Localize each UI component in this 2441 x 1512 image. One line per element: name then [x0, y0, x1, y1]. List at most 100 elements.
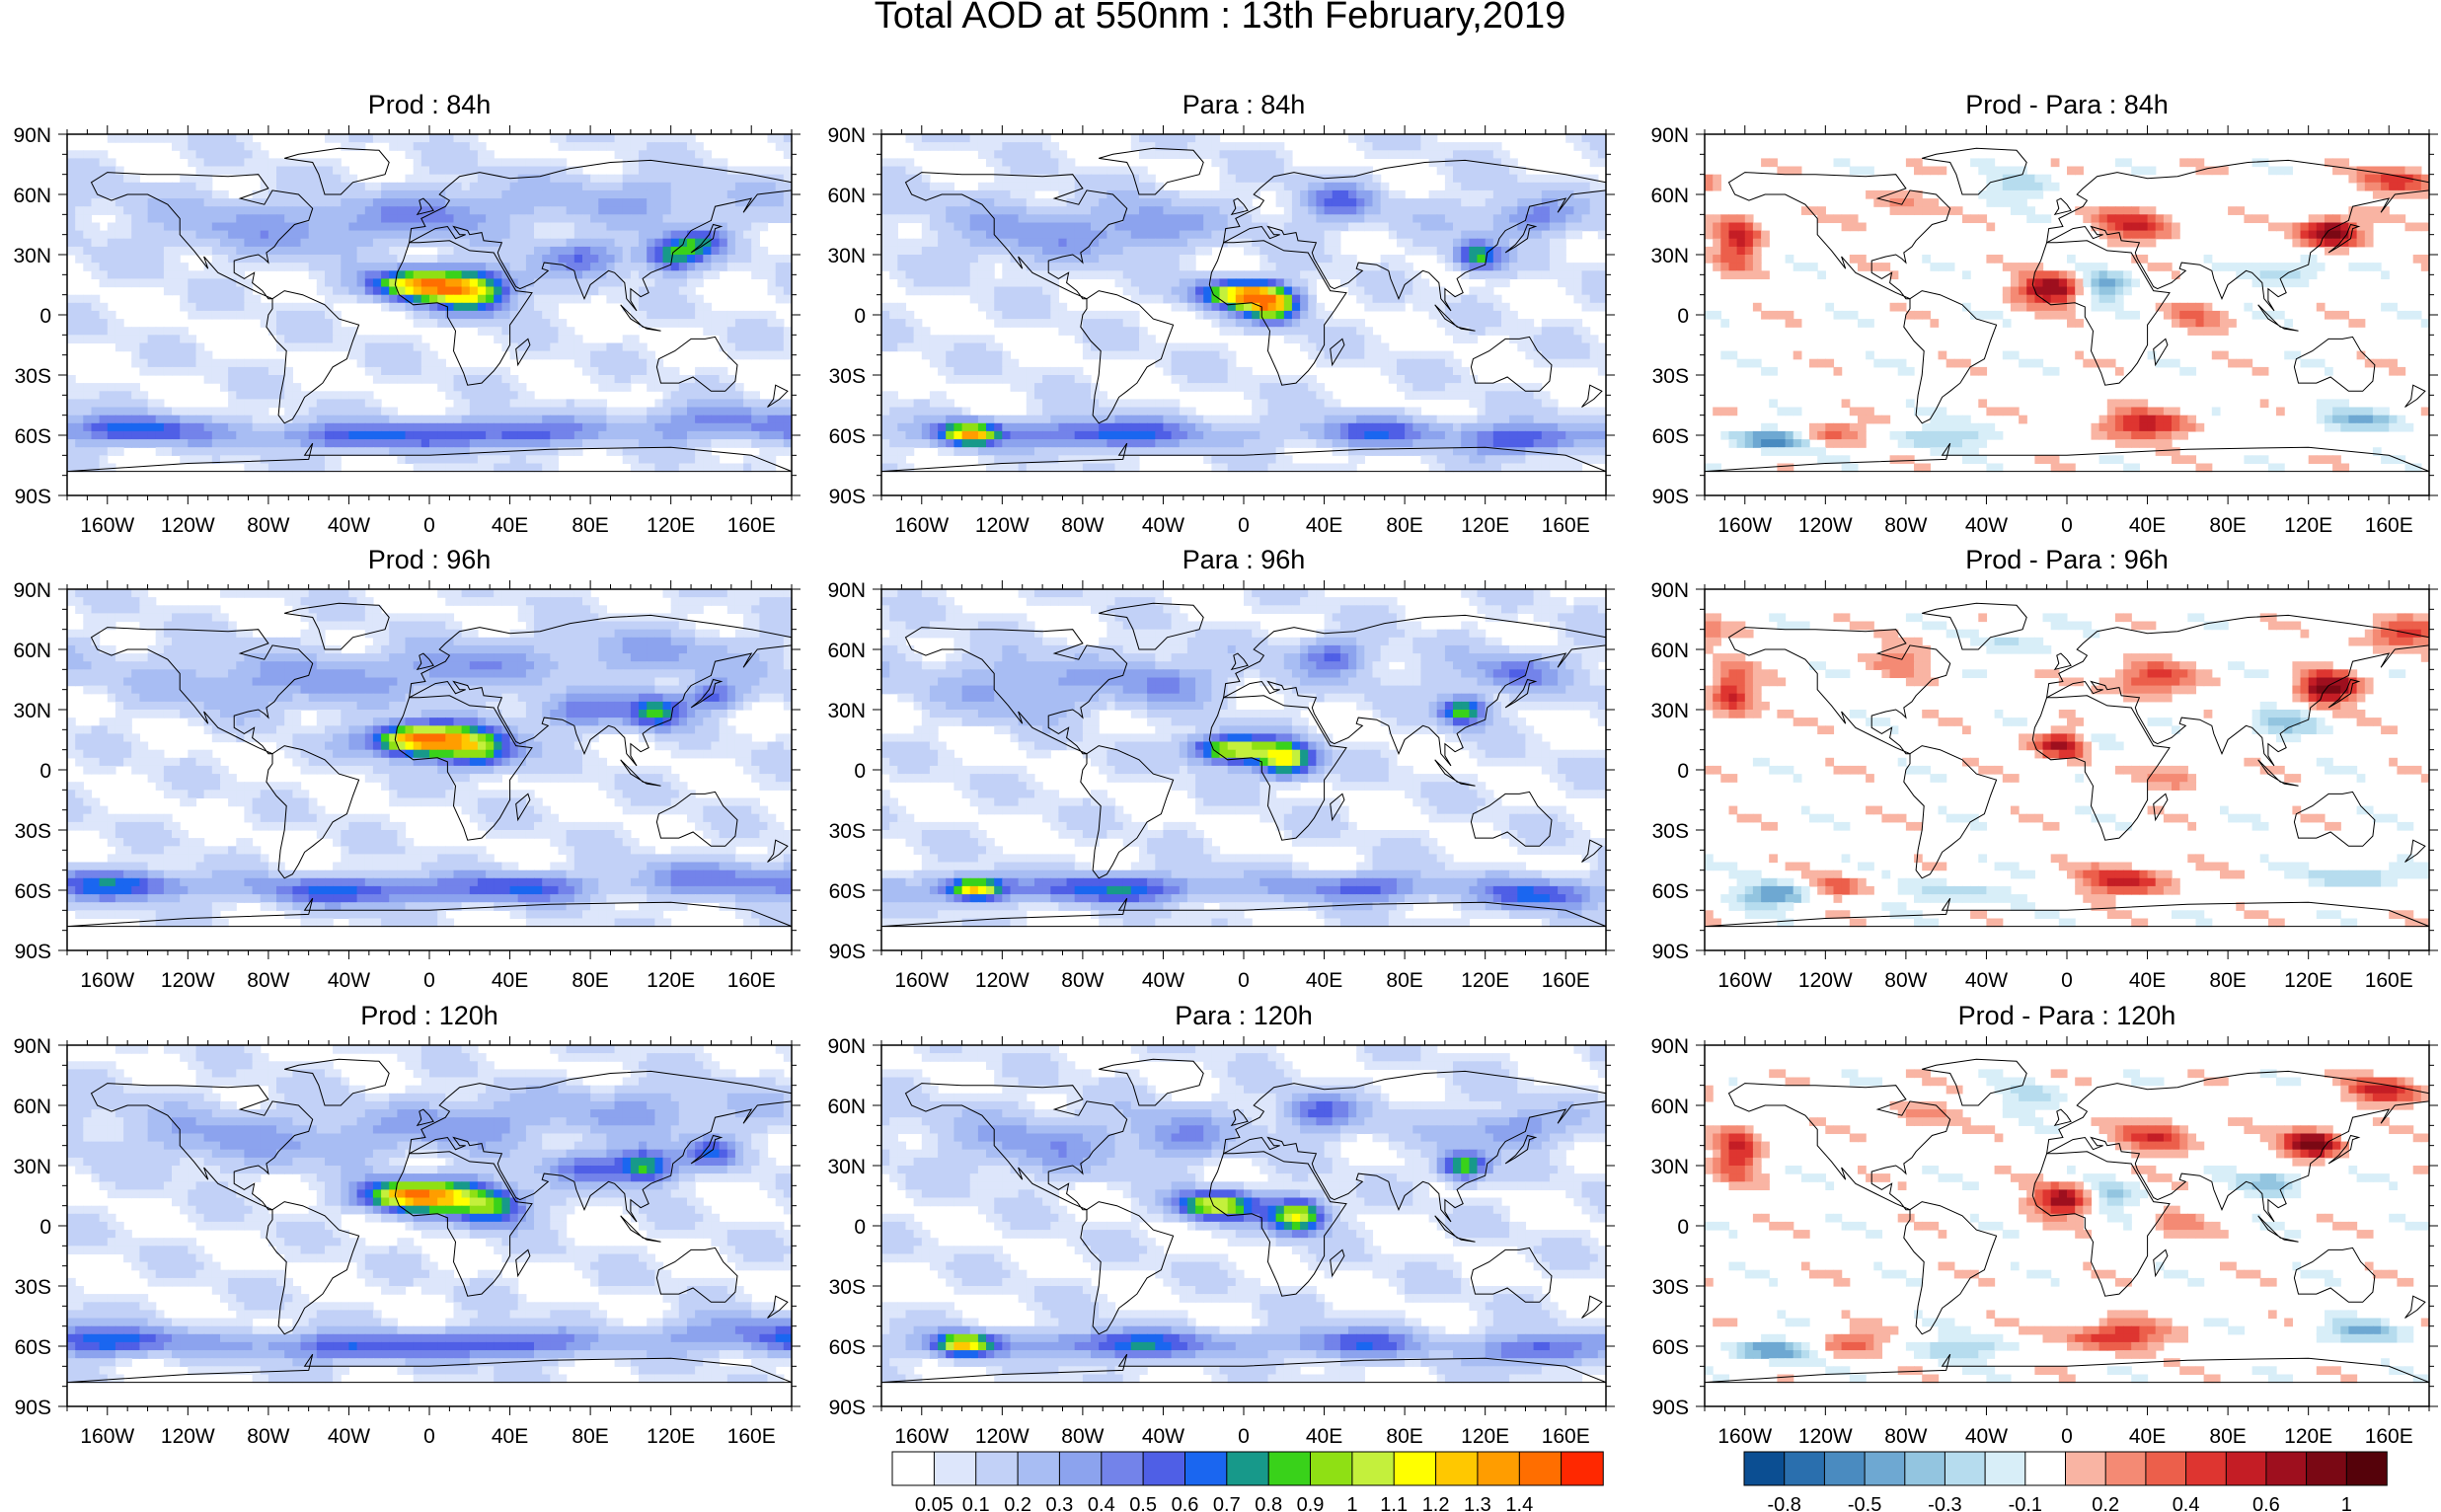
field-cell — [381, 263, 390, 271]
field-cell — [1018, 189, 1028, 199]
field-cell — [1163, 150, 1173, 160]
field-cell — [678, 319, 688, 328]
field-cell — [1420, 238, 1430, 248]
field-cell — [630, 310, 640, 320]
field-cell — [461, 399, 471, 409]
field-cell — [260, 375, 269, 384]
field-cell — [429, 134, 438, 143]
field-cell — [913, 319, 923, 328]
field-cell — [356, 189, 366, 199]
field-cell — [203, 134, 213, 143]
field-cell — [1436, 222, 1446, 232]
field-cell — [486, 166, 495, 176]
field-cell — [726, 422, 736, 432]
field-cell — [687, 150, 696, 160]
field-cell — [630, 255, 640, 264]
field-cell — [517, 263, 527, 271]
field-cell — [630, 286, 640, 296]
field-cell — [413, 198, 422, 207]
field-cell — [405, 230, 415, 240]
field-cell — [961, 238, 971, 248]
field-cell — [486, 327, 495, 336]
field-cell — [1122, 238, 1132, 248]
field-cell — [994, 174, 1003, 184]
field-cell — [509, 230, 519, 240]
field-cell — [364, 366, 374, 376]
field-cell — [1316, 302, 1326, 312]
field-cell — [1283, 286, 1293, 296]
field-cell — [1461, 327, 1470, 336]
field-cell — [372, 222, 382, 232]
field-cell — [195, 294, 205, 304]
field-cell — [550, 335, 560, 344]
field-cell — [445, 407, 455, 416]
field-cell — [333, 166, 342, 176]
field-cell — [1002, 319, 1012, 328]
field-cell — [1203, 358, 1212, 368]
field-cell — [606, 182, 616, 191]
field-cell — [558, 319, 568, 328]
field-cell — [767, 342, 777, 352]
field-cell — [687, 270, 696, 280]
field-cell — [1428, 206, 1438, 215]
field-cell — [276, 255, 285, 264]
field-cell — [1244, 150, 1253, 160]
field-cell — [75, 447, 84, 456]
field-cell — [954, 238, 963, 248]
field-cell — [1002, 158, 1012, 168]
field-cell — [1509, 263, 1518, 271]
field-cell — [630, 134, 640, 143]
field-cell — [420, 294, 430, 304]
field-cell — [284, 439, 293, 448]
field-cell — [1469, 222, 1479, 232]
field-cell — [1558, 350, 1566, 360]
field-cell — [236, 206, 246, 215]
field-cell — [558, 158, 568, 168]
field-cell — [252, 463, 262, 473]
field-cell — [654, 430, 664, 440]
field-cell — [228, 263, 237, 271]
field-cell — [1581, 206, 1591, 215]
field-cell — [107, 383, 116, 392]
field-cell — [946, 278, 954, 288]
field-cell — [1549, 319, 1559, 328]
field-cell — [333, 319, 342, 328]
field-cell — [348, 439, 358, 448]
field-cell — [195, 158, 205, 168]
field-cell — [155, 350, 165, 360]
field-cell — [501, 294, 511, 304]
field-cell — [1106, 335, 1116, 344]
field-cell — [582, 399, 591, 409]
field-cell — [1227, 327, 1237, 336]
field-cell — [188, 430, 197, 440]
field-cell — [1558, 174, 1566, 184]
field-cell — [1291, 327, 1301, 336]
figure-title: Total AOD at 550nm : 13th February,2019 — [875, 0, 1566, 37]
field-cell — [759, 310, 769, 320]
field-cell — [308, 230, 318, 240]
field-cell — [1235, 238, 1245, 248]
field-cell — [1549, 238, 1559, 248]
field-cell — [244, 310, 254, 320]
field-cell — [284, 407, 293, 416]
field-cell — [333, 222, 342, 232]
field-cell — [534, 310, 543, 320]
field-cell — [300, 335, 310, 344]
field-cell — [420, 342, 430, 352]
field-cell — [1018, 246, 1028, 256]
field-cell — [276, 335, 285, 344]
field-cell — [1308, 238, 1317, 248]
field-cell — [525, 455, 535, 465]
field-cell — [172, 214, 181, 224]
field-cell — [1244, 366, 1253, 376]
field-cell — [1275, 142, 1285, 151]
field-cell — [1444, 189, 1454, 199]
field-cell — [622, 214, 632, 224]
field-cell — [1010, 375, 1020, 384]
field-cell — [1332, 319, 1341, 328]
field-cell — [590, 350, 599, 360]
field-cell — [211, 189, 221, 199]
field-cell — [647, 358, 655, 368]
field-cell — [905, 342, 915, 352]
field-cell — [1203, 342, 1212, 352]
